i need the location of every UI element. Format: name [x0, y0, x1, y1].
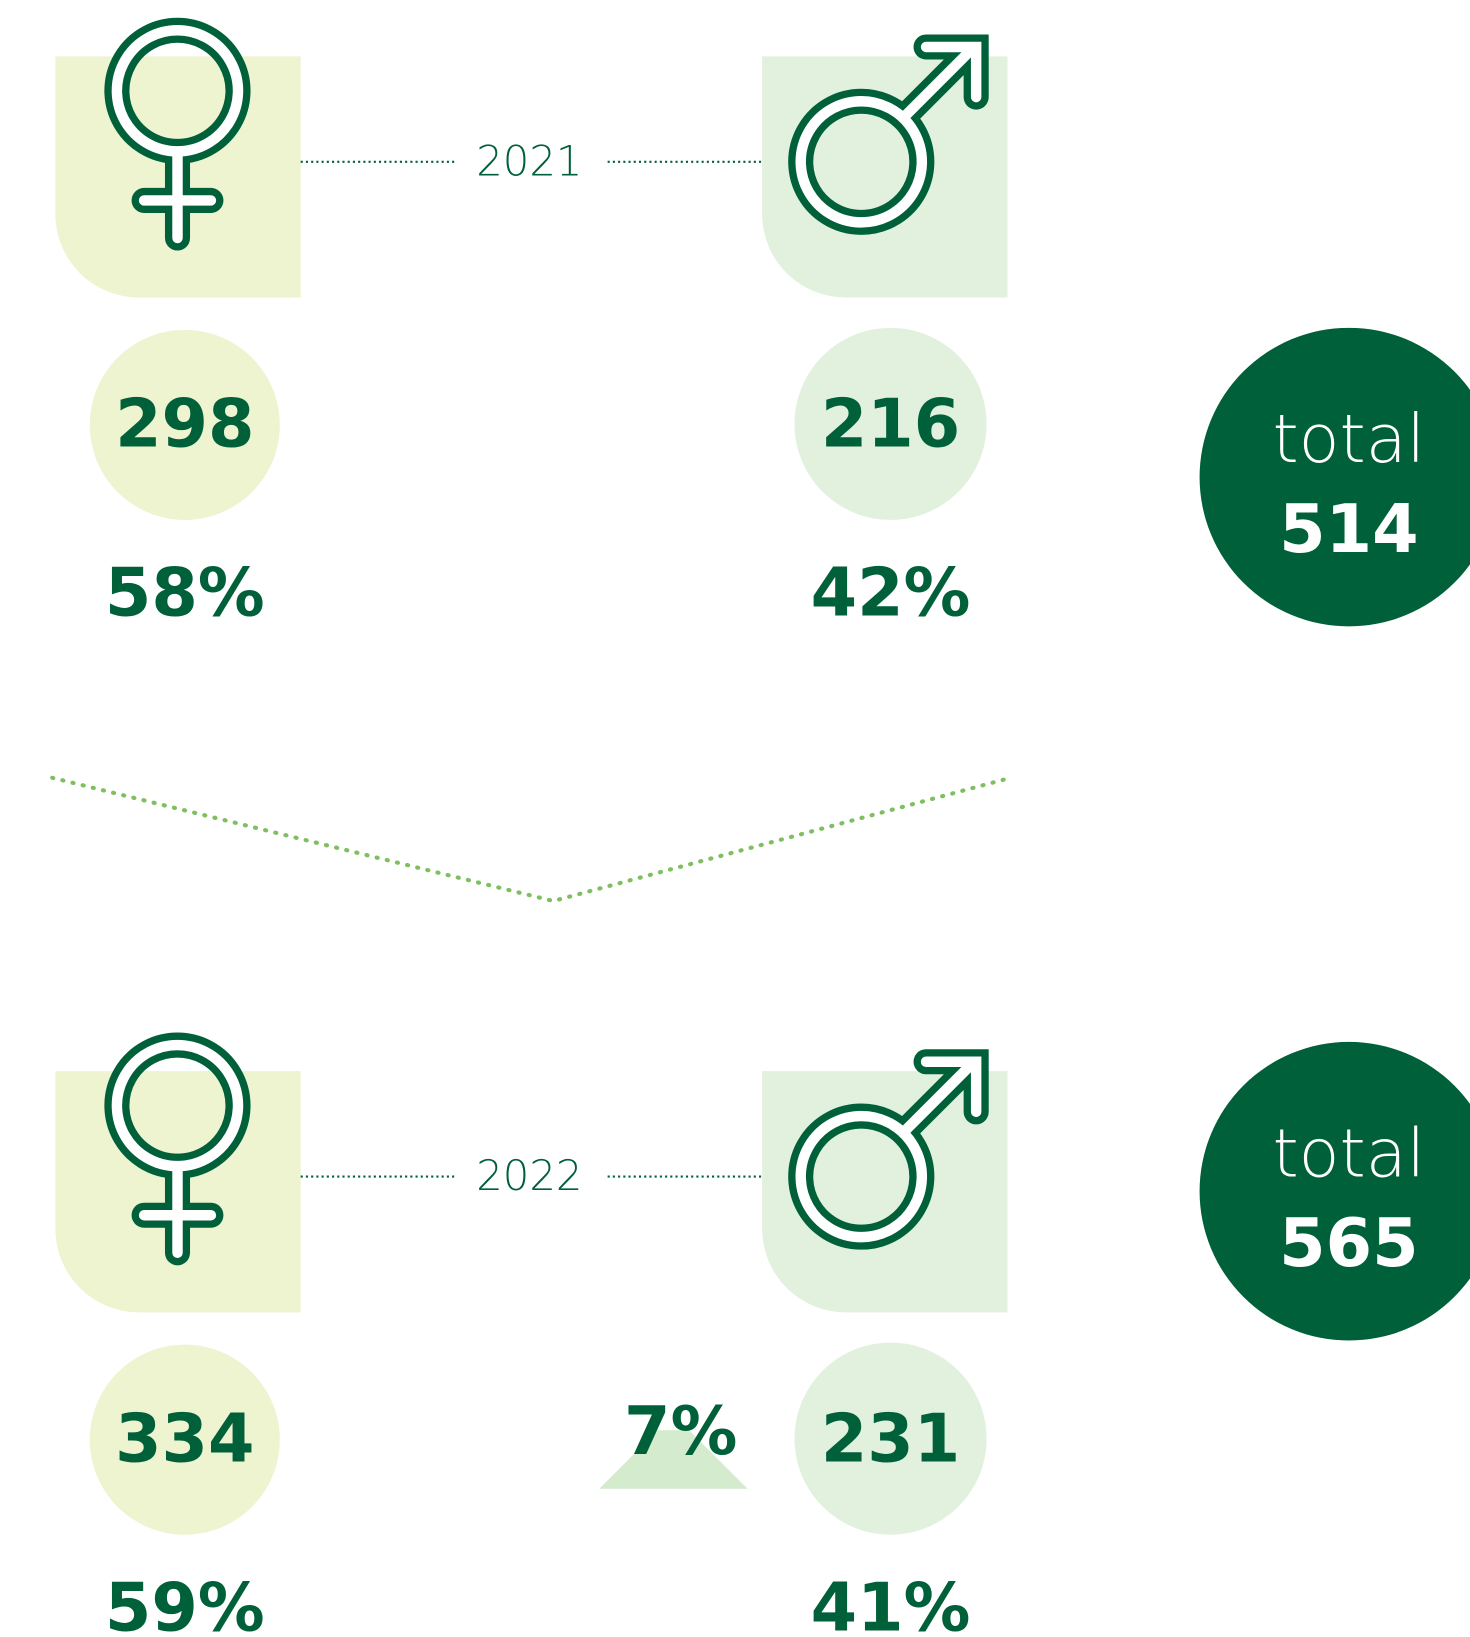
- count-circle: [89, 329, 280, 520]
- total-value: 514: [1279, 490, 1418, 568]
- change-triangle: [599, 1430, 748, 1489]
- female-count: 298: [115, 385, 254, 463]
- female-share: 58%: [105, 554, 265, 632]
- year-label: 2021: [476, 136, 582, 185]
- year-label: 2022: [476, 1151, 582, 1200]
- total-label: total: [1273, 1114, 1426, 1192]
- female-count: 334: [115, 1399, 254, 1477]
- icon-inner: [111, 25, 244, 244]
- icon-inner: [795, 1056, 982, 1243]
- female-share: 59%: [105, 1568, 265, 1637]
- total-label: total: [1273, 400, 1426, 478]
- male-share: 41%: [811, 1568, 971, 1637]
- count-circle: [89, 1344, 280, 1535]
- male-change: 7%: [624, 1392, 737, 1470]
- total-circle: [1199, 327, 1470, 627]
- count-circle: [794, 327, 987, 520]
- total-circle: [1199, 1041, 1470, 1341]
- icon-inner: [795, 41, 982, 228]
- male-share: 42%: [811, 554, 971, 632]
- count-circle: [794, 1342, 987, 1535]
- icon-inner: [111, 1039, 244, 1259]
- male-count: 216: [821, 385, 960, 463]
- year-group: 2022 334 231 59% 41% 7%: [55, 1032, 1008, 1637]
- year-group: 2021 298 216 58% 42%: [55, 17, 1008, 632]
- total-value: 565: [1279, 1204, 1418, 1282]
- connector-chevron: [50, 775, 1013, 904]
- male-count: 231: [821, 1399, 960, 1477]
